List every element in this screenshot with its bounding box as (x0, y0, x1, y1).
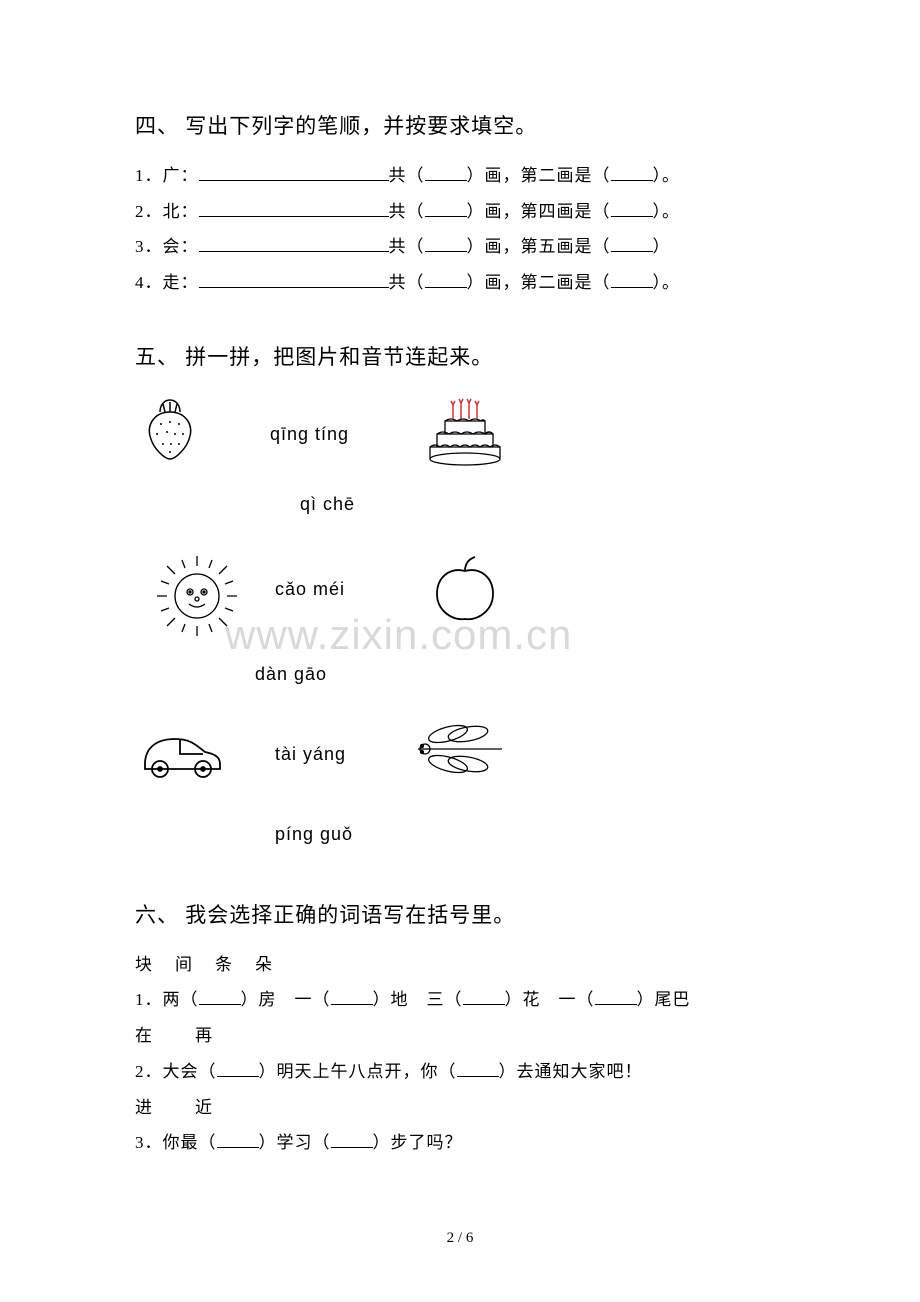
blank[interactable] (425, 167, 467, 181)
blank[interactable] (463, 991, 505, 1005)
section-6-title: 六、 我会选择正确的词语写在括号里。 (135, 899, 795, 929)
q4-2-char: 北： (163, 202, 199, 221)
pinyin-caomei: cǎo méi (275, 579, 345, 600)
txt: ）。 (653, 166, 681, 185)
txt: ）学习（ (259, 1133, 331, 1152)
sun-icon (155, 554, 240, 639)
q4-1-num: 1． (135, 166, 163, 185)
q4-3: 3．会： 共（ ）画，第五画是（ ） (135, 229, 795, 265)
q4-2: 2．北： 共（ ）画，第四画是（ ）。 (135, 194, 795, 230)
blank[interactable] (199, 991, 241, 1005)
q4-1: 1．广： 共（ ）画，第二画是（ ）。 (135, 158, 795, 194)
txt: 1．两（ (135, 990, 199, 1009)
blank[interactable] (199, 238, 389, 252)
q6-1: 1．两（ ）房 一（ ）地 三（ ）花 一（ ）尾巴 (135, 982, 795, 1018)
txt: 共（ (389, 166, 425, 185)
blank[interactable] (611, 203, 653, 217)
dragonfly-icon (410, 719, 510, 779)
q4-3-num: 3． (135, 237, 163, 256)
strawberry-icon (135, 394, 205, 464)
txt: ）。 (653, 273, 681, 292)
txt: ）步了吗？ (373, 1133, 463, 1152)
pinyin-qingting: qīng tíng (270, 424, 349, 445)
txt: ）尾巴 (637, 990, 691, 1009)
q4-3-char: 会： (163, 237, 199, 256)
txt: ）明天上午八点开，你（ (259, 1062, 457, 1081)
q6-3: 3．你最（ ）学习（ ）步了吗？ (135, 1125, 795, 1161)
q6-group2-opts: 在 再 (135, 1018, 795, 1054)
txt: ）花 一（ (505, 990, 595, 1009)
cake-icon (425, 389, 505, 469)
pinyin-pingguo: píng guǒ (275, 824, 353, 845)
blank[interactable] (217, 1134, 259, 1148)
blank[interactable] (595, 991, 637, 1005)
txt: ）画，第四画是（ (467, 202, 611, 221)
q4-4: 4．走： 共（ ）画，第二画是（ ）。 (135, 265, 795, 301)
blank[interactable] (611, 274, 653, 288)
txt: ）去通知大家吧！ (499, 1062, 643, 1081)
txt: ）画，第五画是（ (467, 237, 611, 256)
blank[interactable] (217, 1063, 259, 1077)
q6-group1-opts: 块 间 条 朵 (135, 947, 795, 983)
txt: 共（ (389, 237, 425, 256)
blank[interactable] (611, 238, 653, 252)
section-4-title: 四、 写出下列字的笔顺，并按要求填空。 (135, 110, 795, 140)
apple-icon (425, 549, 505, 629)
txt: ） (653, 237, 671, 256)
blank[interactable] (611, 167, 653, 181)
txt: 共（ (389, 273, 425, 292)
q6-group3-opts: 进 近 (135, 1090, 795, 1126)
txt: ）画，第二画是（ (467, 273, 611, 292)
pinyin-taiyang: tài yáng (275, 744, 346, 765)
blank[interactable] (331, 1134, 373, 1148)
watermark-text: www.zixin.com.cn (225, 611, 572, 659)
page-number: 2 / 6 (0, 1230, 920, 1247)
txt: 2．大会（ (135, 1062, 217, 1081)
section-6: 六、 我会选择正确的词语写在括号里。 块 间 条 朵 1．两（ ）房 一（ ）地 三… (135, 899, 795, 1161)
pinyin-dangao: dàn gāo (255, 664, 327, 685)
pinyin-qiche: qì chē (300, 494, 355, 515)
section-4: 四、 写出下列字的笔顺，并按要求填空。 1．广： 共（ ）画，第二画是（ ）。 2．北… (135, 110, 795, 301)
q6-2: 2．大会（ ）明天上午八点开，你（ ）去通知大家吧！ (135, 1054, 795, 1090)
blank[interactable] (331, 991, 373, 1005)
blank[interactable] (199, 203, 389, 217)
q4-4-num: 4． (135, 273, 163, 292)
txt: 3．你最（ (135, 1133, 217, 1152)
blank[interactable] (199, 274, 389, 288)
txt: ）画，第二画是（ (467, 166, 611, 185)
blank[interactable] (199, 167, 389, 181)
q4-1-char: 广： (163, 166, 199, 185)
section-5: 五、 拼一拼，把图片和音节连起来。 www.zixin.com.cn (135, 341, 795, 869)
matching-area: www.zixin.com.cn (135, 389, 795, 869)
blank[interactable] (425, 238, 467, 252)
txt: ）地 三（ (373, 990, 463, 1009)
txt: 共（ (389, 202, 425, 221)
car-icon (135, 724, 225, 784)
txt: ）。 (653, 202, 681, 221)
blank[interactable] (457, 1063, 499, 1077)
section-5-title: 五、 拼一拼，把图片和音节连起来。 (135, 341, 795, 371)
txt: ）房 一（ (241, 990, 331, 1009)
q4-2-num: 2． (135, 202, 163, 221)
blank[interactable] (425, 203, 467, 217)
blank[interactable] (425, 274, 467, 288)
q4-4-char: 走： (163, 273, 199, 292)
